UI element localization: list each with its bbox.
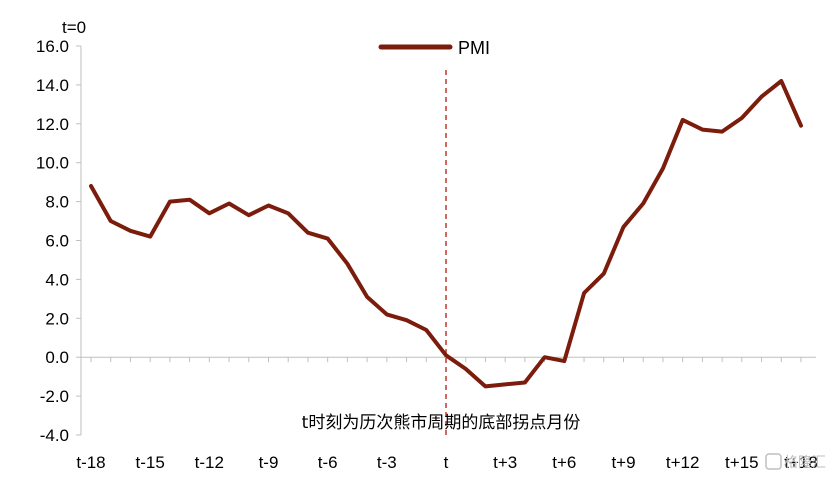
axes [80, 46, 816, 435]
x-tick-label: t-12 [195, 453, 224, 472]
y-tick-label: 12.0 [36, 115, 69, 134]
y-tick-label: 2.0 [45, 309, 69, 328]
x-tick-label: t-3 [377, 453, 397, 472]
y-tick-label: -4.0 [40, 426, 69, 445]
x-tick-label: t+15 [725, 453, 759, 472]
t0-vertical-line-group: t=0 [62, 18, 447, 435]
x-tick-label: t+6 [552, 453, 576, 472]
y-tick-label: 16.0 [36, 37, 69, 56]
x-tick-label: t-6 [318, 453, 338, 472]
t0-label: t=0 [62, 18, 86, 37]
watermark-text: 格隆汇 [784, 455, 826, 471]
chart-annotation: t时刻为历次熊市周期的底部拐点月份 [302, 413, 581, 433]
series-line-pmi [89, 79, 803, 389]
x-tick-label: t [444, 453, 449, 472]
legend: PMI [378, 38, 490, 58]
x-tick-label: t-9 [259, 453, 279, 472]
x-tick-label: t+3 [493, 453, 517, 472]
x-tick-label: t+9 [611, 453, 635, 472]
legend-pmi-label: PMI [458, 38, 490, 58]
watermark: 格隆汇 [765, 453, 826, 471]
y-axis-ticks: -4.0 -2.0 0.0 2.0 4.0 6.0 8.0 10.0 12.0 14.0 16.0 [36, 37, 81, 445]
y-tick-label: 8.0 [45, 193, 69, 212]
x-tick-label: t-18 [76, 453, 105, 472]
y-tick-label: 6.0 [45, 232, 69, 251]
x-tick-label: t+18 [784, 453, 818, 472]
y-tick-label: 10.0 [36, 154, 69, 173]
y-tick-label: -2.0 [40, 387, 69, 406]
x-axis-ticks: t-18 t-15 t-12 t-9 t-6 t-3 t t+3 t+6 t+9 t+12 t+15 t… [76, 357, 818, 472]
y-tick-label: 14.0 [36, 76, 69, 95]
series-layer [89, 79, 803, 389]
y-tick-label: 0.0 [45, 348, 69, 367]
watermark-logo-icon [765, 453, 782, 470]
x-tick-label: t+12 [666, 453, 700, 472]
x-tick-label: t-15 [136, 453, 165, 472]
y-tick-label: 4.0 [45, 270, 69, 289]
